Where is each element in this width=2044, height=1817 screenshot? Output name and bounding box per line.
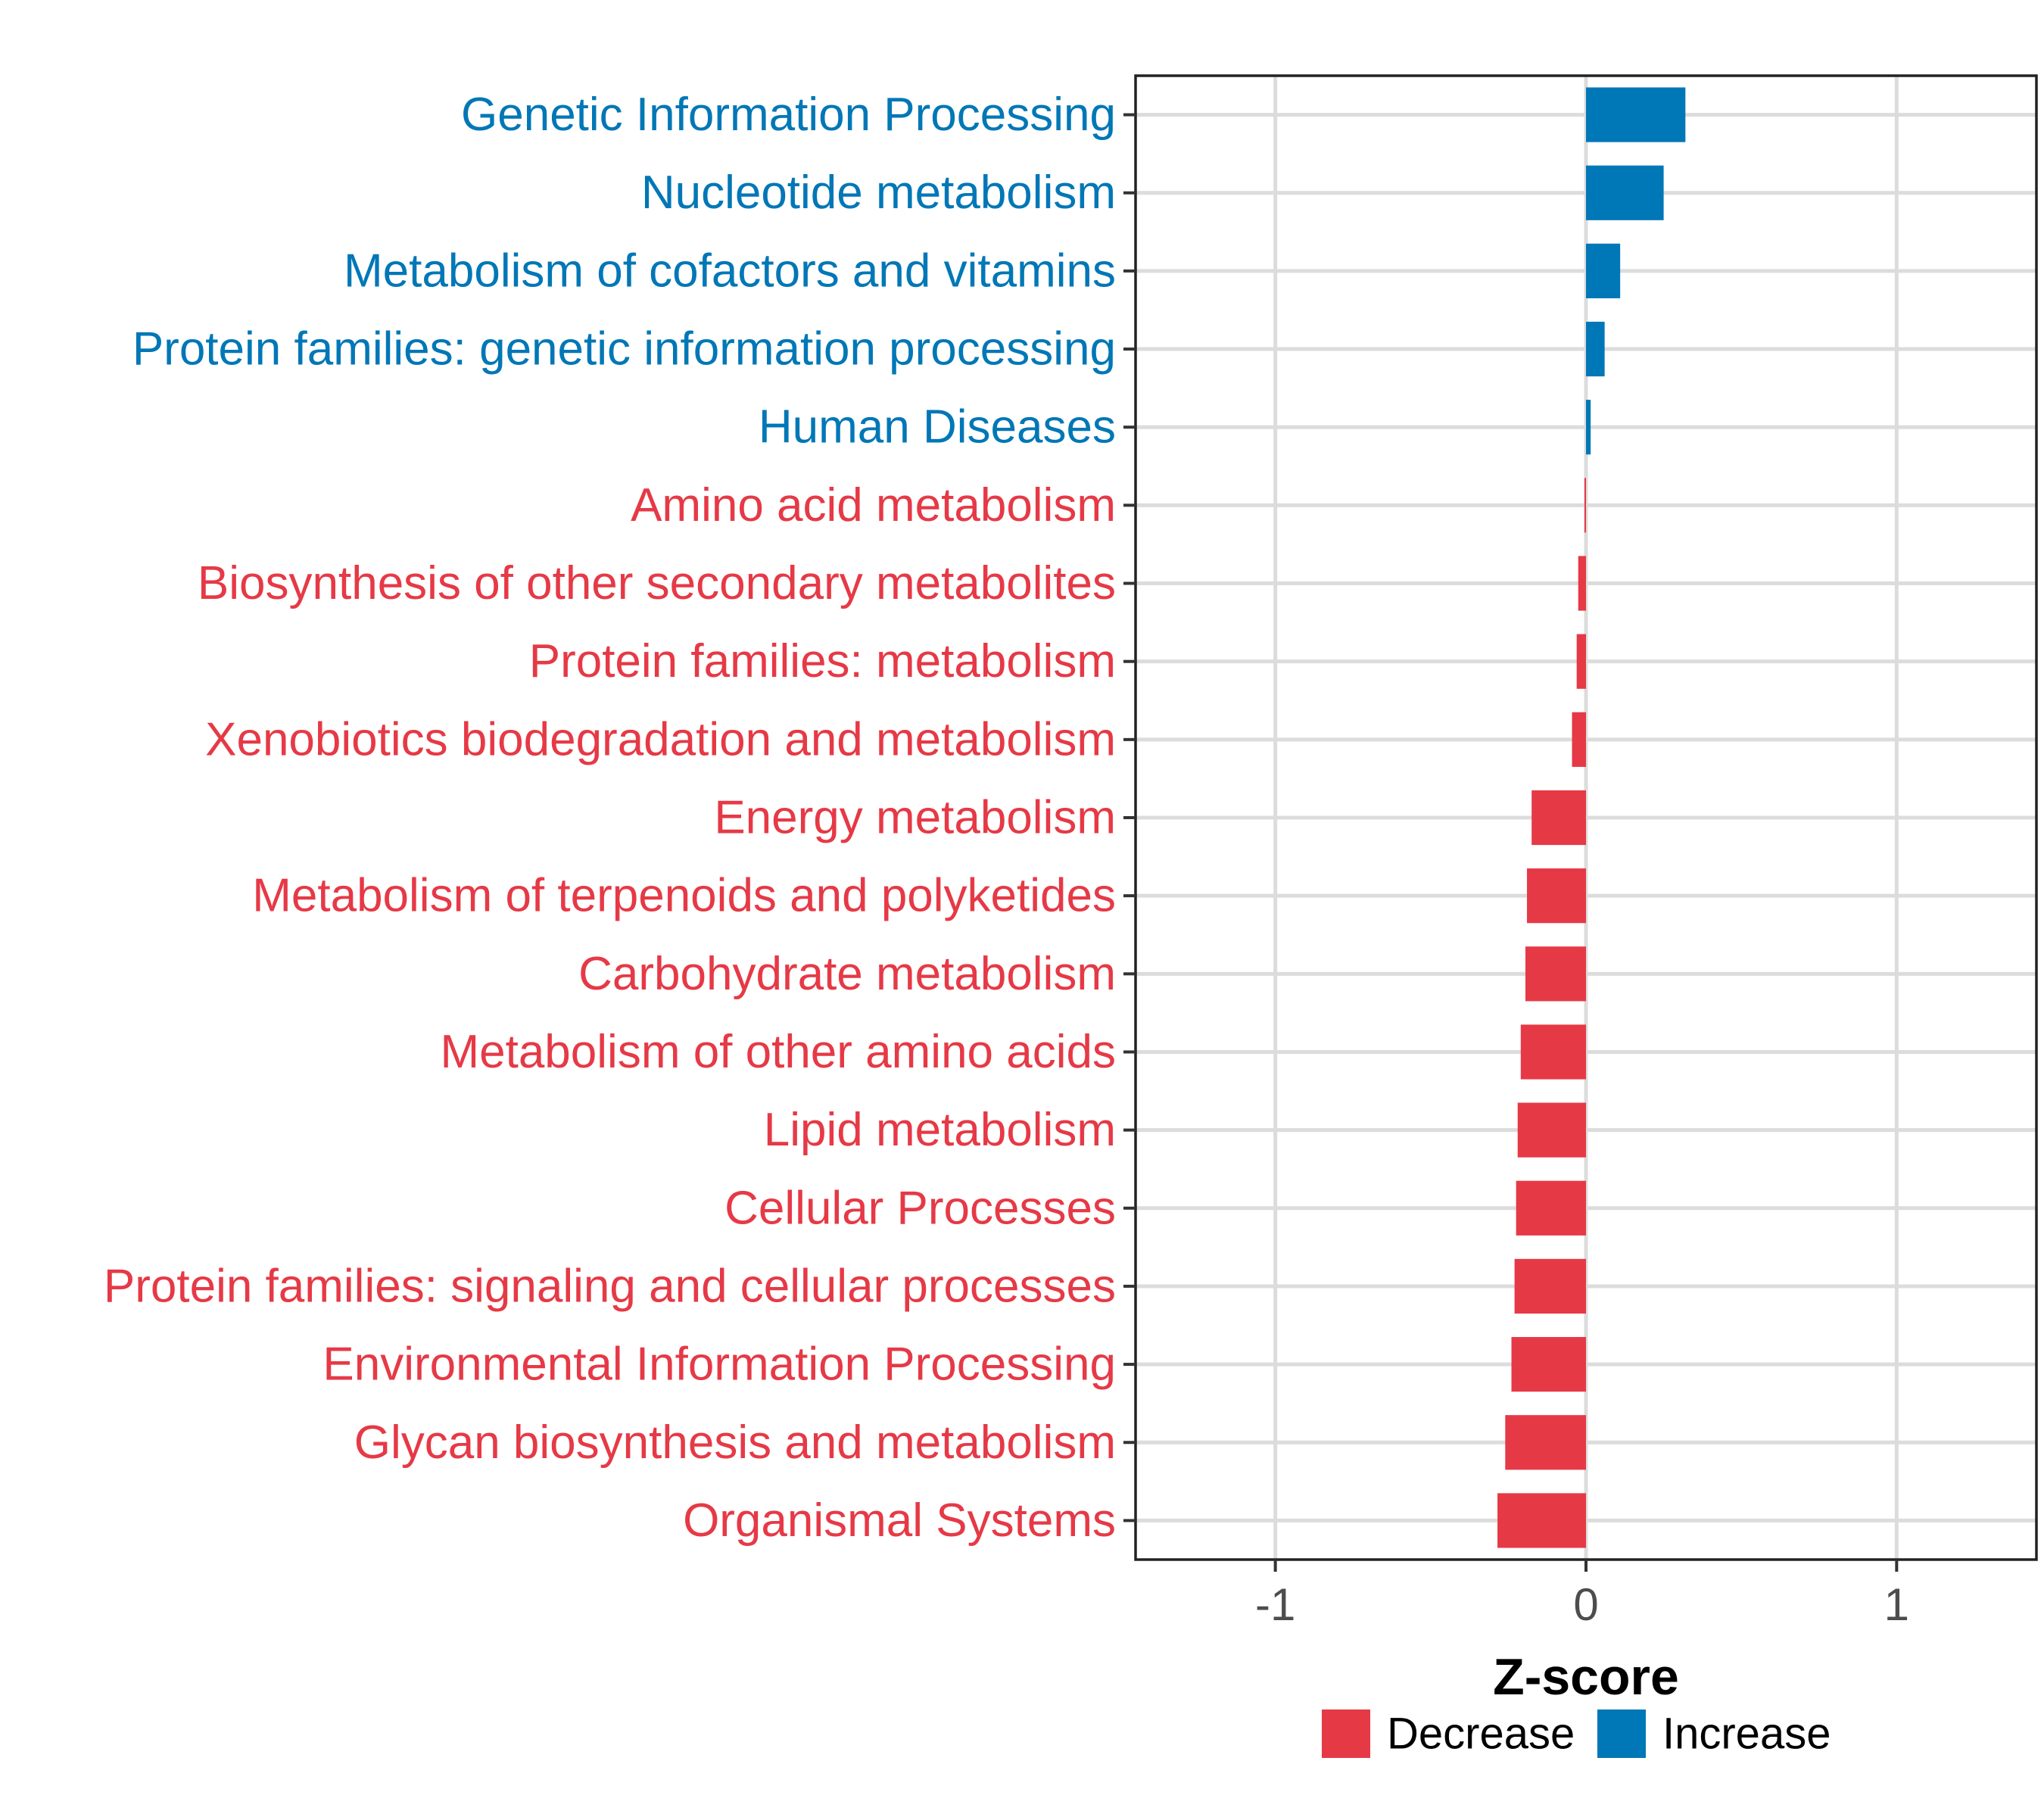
legend: Decrease Increase bbox=[1322, 1709, 1831, 1759]
bar-13 bbox=[1520, 1024, 1586, 1080]
bars bbox=[1497, 87, 1686, 1548]
bar-4 bbox=[1586, 321, 1605, 377]
x-tick-label: 0 bbox=[1573, 1579, 1598, 1630]
x-tick-label: -1 bbox=[1255, 1579, 1295, 1630]
legend-label-decrease: Decrease bbox=[1387, 1709, 1575, 1759]
category-label: Protein families: signaling and cellular… bbox=[104, 1260, 1116, 1312]
x-axis-ticks: -1 0 1 bbox=[1255, 1560, 1909, 1630]
bar-12 bbox=[1525, 946, 1586, 1002]
category-label: Lipid metabolism bbox=[764, 1104, 1116, 1156]
bar-3 bbox=[1586, 243, 1621, 298]
x-axis-title: Z-score bbox=[1493, 1648, 1679, 1706]
bar-14 bbox=[1517, 1102, 1586, 1158]
bar-16 bbox=[1514, 1258, 1586, 1314]
bar-17 bbox=[1511, 1337, 1586, 1392]
category-label: Biosynthesis of other secondary metaboli… bbox=[198, 557, 1116, 609]
bar-18 bbox=[1505, 1415, 1586, 1470]
category-label: Carbohydrate metabolism bbox=[578, 948, 1116, 1000]
category-label: Xenobiotics biodegradation and metabolis… bbox=[205, 713, 1116, 765]
legend-swatch-increase bbox=[1597, 1709, 1646, 1758]
bar-7 bbox=[1578, 556, 1586, 611]
bar-11 bbox=[1527, 868, 1586, 924]
y-axis-ticks bbox=[1123, 113, 1136, 1522]
bar-8 bbox=[1576, 634, 1586, 689]
category-label: Metabolism of other amino acids bbox=[440, 1026, 1116, 1078]
category-label: Environmental Information Processing bbox=[322, 1339, 1116, 1391]
bar-19 bbox=[1497, 1493, 1586, 1548]
category-label: Protein families: metabolism bbox=[529, 635, 1116, 687]
x-tick-label: 1 bbox=[1884, 1579, 1909, 1630]
bar-9 bbox=[1572, 712, 1586, 767]
bar-5 bbox=[1586, 400, 1591, 455]
bar-1 bbox=[1586, 87, 1686, 142]
legend-swatch-decrease bbox=[1322, 1709, 1370, 1758]
category-label: Organismal Systems bbox=[683, 1494, 1116, 1547]
bar-6 bbox=[1584, 478, 1586, 533]
bar-2 bbox=[1586, 165, 1664, 220]
category-label: Genetic Information Processing bbox=[461, 89, 1116, 141]
category-label: Protein families: genetic information pr… bbox=[132, 323, 1116, 376]
bar-15 bbox=[1516, 1180, 1586, 1236]
category-label: Cellular Processes bbox=[724, 1182, 1116, 1234]
bar-10 bbox=[1531, 790, 1586, 846]
category-label: Energy metabolism bbox=[714, 792, 1116, 844]
legend-label-increase: Increase bbox=[1662, 1709, 1831, 1759]
category-label: Glycan biosynthesis and metabolism bbox=[354, 1417, 1116, 1469]
category-label: Human Diseases bbox=[759, 401, 1116, 453]
category-label: Amino acid metabolism bbox=[631, 479, 1116, 531]
category-label: Nucleotide metabolism bbox=[641, 167, 1116, 219]
category-labels: Genetic Information Processing Nucleotide… bbox=[104, 89, 1116, 1547]
category-label: Metabolism of terpenoids and polyketides bbox=[252, 870, 1116, 922]
category-label: Metabolism of cofactors and vitamins bbox=[344, 245, 1116, 297]
